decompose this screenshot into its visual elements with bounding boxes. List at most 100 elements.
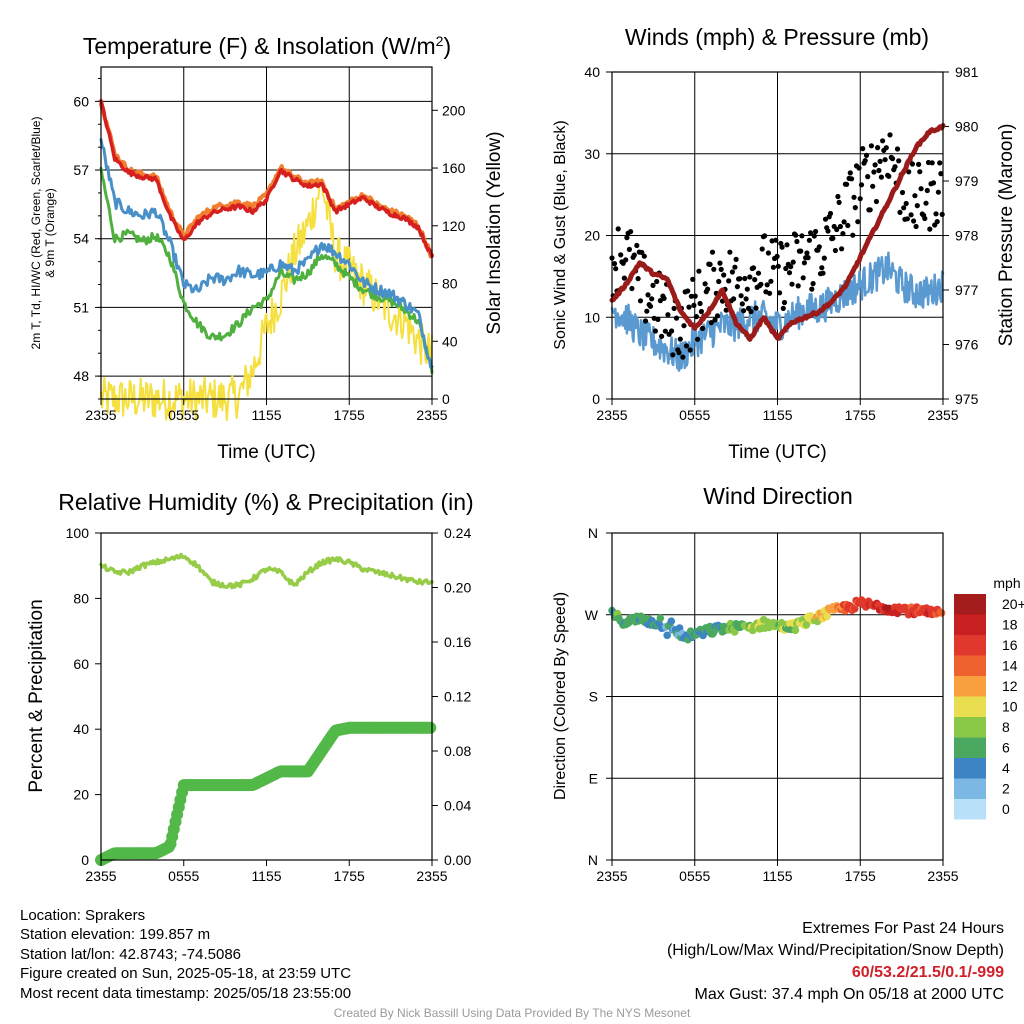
gust-point	[804, 250, 810, 256]
temperature-panel: Temperature (F) & Insolation (W/m2) 60 57…	[29, 33, 505, 463]
gust-point	[806, 237, 813, 243]
max-gust: Max Gust: 37.4 mph On 05/18 at 2000 UTC	[694, 986, 1005, 1003]
gust-point	[685, 288, 691, 294]
temp-xtick-label: 1155	[251, 407, 281, 423]
gust-point	[862, 158, 868, 164]
colorbar-swatch	[954, 655, 986, 676]
gust-point	[635, 276, 641, 282]
pressure-ytick-label: 981	[955, 64, 979, 80]
gust-point	[748, 309, 754, 315]
gust-point	[688, 293, 695, 299]
gust-point	[693, 314, 700, 320]
winds-ytick-label: 10	[584, 309, 600, 325]
gust-point	[836, 199, 842, 205]
humidity-title: Relative Humidity (%) & Precipitation (i…	[58, 489, 473, 515]
gust-point	[850, 232, 856, 238]
temp-2m-line	[99, 98, 434, 258]
gust-point	[781, 299, 788, 306]
gust-point	[709, 249, 716, 255]
gust-point	[637, 298, 644, 304]
gust-point	[783, 265, 789, 272]
gust-point	[721, 272, 727, 278]
gust-point	[731, 296, 737, 302]
gust-point	[922, 215, 928, 222]
colorbar-label: 18	[1002, 617, 1018, 633]
gust-point	[734, 284, 741, 290]
winds-xtick-label: 2355	[927, 407, 958, 423]
heat-index-blue-line	[99, 138, 434, 369]
gust-point	[765, 250, 772, 256]
gust-point	[708, 320, 714, 326]
gust-point	[821, 255, 827, 261]
pressure-line	[609, 123, 946, 342]
colorbar-unit: mph	[993, 575, 1020, 591]
gust-point	[873, 198, 880, 205]
colorbar-swatch	[954, 799, 986, 820]
pressure-ytick-label: 977	[955, 282, 979, 298]
colorbar-label: 14	[1002, 658, 1018, 674]
humidity-panel: Relative Humidity (%) & Precipitation (i…	[26, 489, 474, 884]
dir-ytick-label: E	[589, 770, 598, 786]
gust-point	[647, 303, 654, 309]
colorbar-label: 6	[1002, 740, 1010, 756]
direction-point	[823, 612, 831, 621]
gust-point	[896, 158, 902, 164]
gust-point	[680, 354, 686, 360]
gust-point	[733, 256, 739, 262]
colorbar-swatch	[954, 676, 986, 697]
gust-point	[801, 260, 808, 266]
gust-point	[790, 259, 796, 265]
gust-point	[611, 261, 618, 267]
gust-point	[856, 165, 862, 171]
gust-point	[857, 196, 863, 202]
gust-point	[750, 265, 757, 271]
precip-ytick-label: 0.20	[444, 580, 471, 596]
gust-point	[865, 174, 871, 180]
gust-point	[729, 269, 736, 275]
temp-xtick-label: 1755	[334, 407, 365, 423]
gust-point	[712, 317, 718, 323]
gust-point	[849, 176, 855, 182]
rh-ytick-label: 60	[73, 656, 89, 672]
winds-xlabel: Time (UTC)	[728, 442, 827, 463]
solar-ytick-label: 120	[442, 218, 466, 234]
gust-point	[935, 189, 942, 195]
colorbar-label: 2	[1002, 781, 1010, 797]
gust-point	[677, 336, 683, 342]
pressure-ylabel: Station Pressure (Maroon)	[996, 124, 1017, 347]
gust-point	[913, 223, 919, 230]
gust-point	[777, 290, 783, 296]
direction-point	[663, 631, 671, 640]
gust-point	[939, 211, 945, 217]
gust-point	[623, 257, 629, 263]
rh-ytick-label: 20	[73, 787, 89, 803]
gust-point	[762, 233, 768, 239]
gust-point	[673, 315, 680, 321]
gust-point	[808, 230, 814, 236]
direction-point	[706, 622, 714, 631]
gust-point	[844, 181, 850, 187]
gust-point	[805, 255, 811, 261]
temp-ylabel-line2: & 9m T (Orange)	[43, 188, 57, 278]
gust-point	[615, 226, 621, 232]
pressure-ytick-label: 976	[955, 337, 979, 353]
gust-point	[700, 325, 706, 331]
gust-point	[744, 286, 750, 292]
direction-point	[937, 609, 946, 617]
gust-point	[671, 305, 677, 311]
gust-point	[642, 318, 649, 324]
gust-point	[727, 249, 733, 255]
gust-point	[811, 233, 817, 239]
gust-point	[683, 343, 690, 349]
gust-point	[613, 266, 619, 272]
gust-point	[927, 226, 933, 232]
gust-point	[661, 295, 667, 301]
gust-point	[714, 313, 721, 319]
gust-point	[670, 352, 676, 358]
gust-point	[711, 266, 717, 272]
gust-point	[892, 164, 898, 170]
gust-point	[889, 156, 896, 162]
gust-point	[820, 270, 826, 276]
gust-point	[669, 328, 675, 334]
